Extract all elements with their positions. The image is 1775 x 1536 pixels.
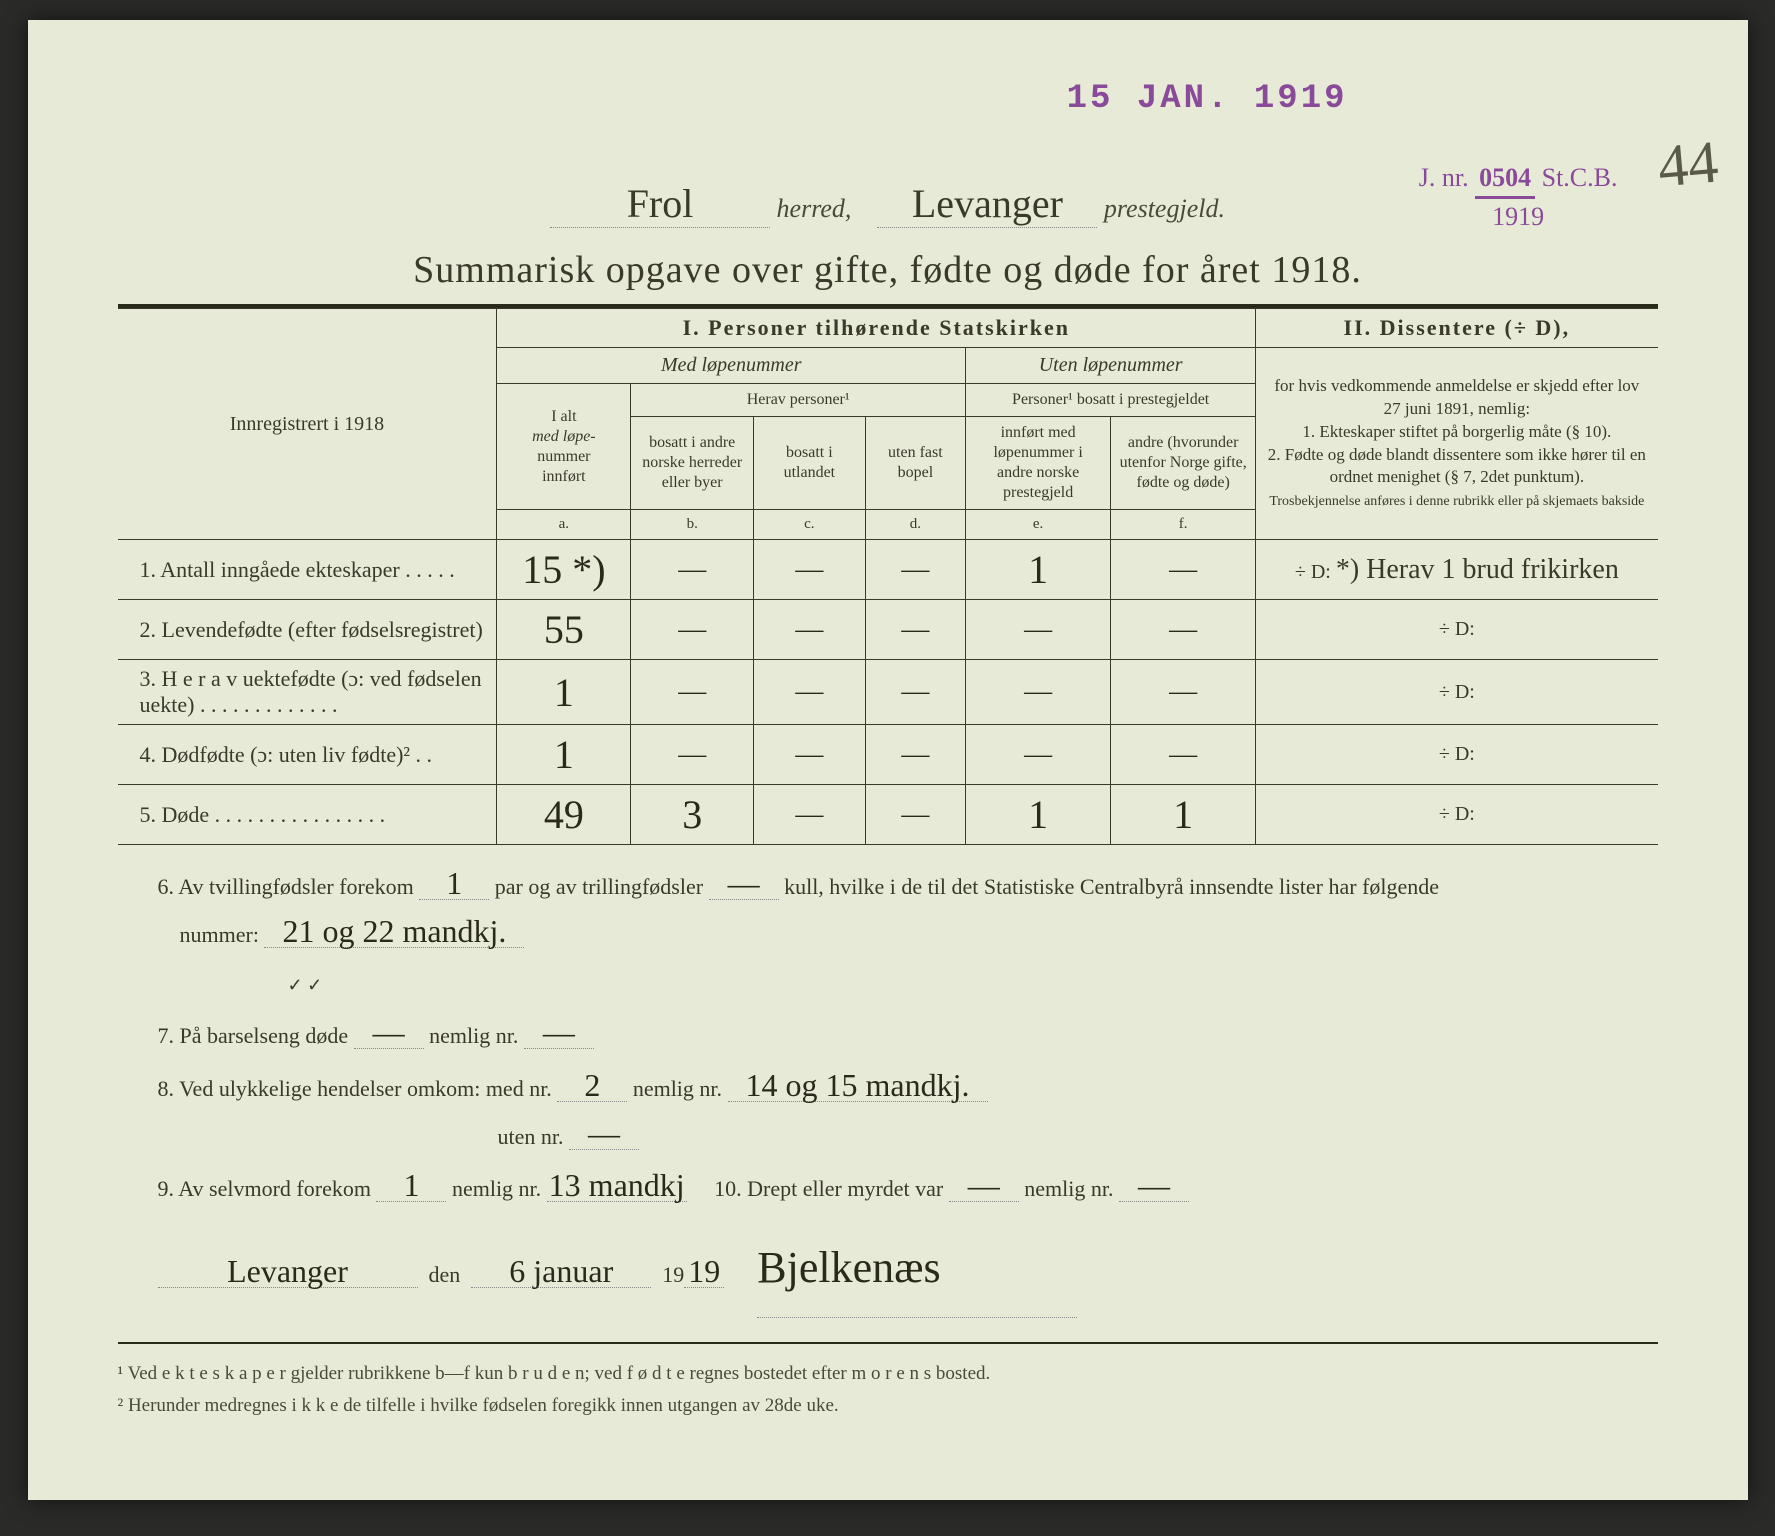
q6-row: 6. Av tvillingfødsler forekom 1 par og a… bbox=[118, 863, 1658, 1008]
q7-row: 7. På barselseng døde — nemlig nr. — bbox=[118, 1012, 1658, 1060]
cell-b: — bbox=[631, 725, 754, 785]
dissenter-cell: ÷ D: bbox=[1256, 600, 1658, 660]
cell-a: 1 bbox=[497, 660, 631, 725]
tick-marks: ✓ ✓ bbox=[158, 975, 323, 995]
cell-c: — bbox=[754, 785, 866, 845]
table-row: 2. Levendefødte (efter fødselsregistret)… bbox=[118, 600, 1658, 660]
cell-e: — bbox=[966, 660, 1111, 725]
jnr-year: 1919 bbox=[1492, 202, 1544, 231]
cell-d: — bbox=[865, 600, 965, 660]
cell-f: — bbox=[1111, 600, 1256, 660]
col-f-header: andre (hvorunder utenfor Norge gifte, fø… bbox=[1111, 417, 1256, 510]
cell-e: 1 bbox=[966, 785, 1111, 845]
dissenter-cell: ÷ D: *) Herav 1 brud frikirken bbox=[1256, 540, 1658, 600]
herred-label: herred, bbox=[777, 194, 852, 223]
lower-questions: 6. Av tvillingfødsler forekom 1 par og a… bbox=[118, 863, 1658, 1318]
table-row: 3. H e r a v uektefødte (ɔ: ved fødselen… bbox=[118, 660, 1658, 725]
cell-f: 1 bbox=[1111, 785, 1256, 845]
row-label: 4. Dødfødte (ɔ: uten liv fødte)² . . bbox=[118, 725, 497, 785]
dissenter-cell: ÷ D: bbox=[1256, 725, 1658, 785]
dissenter-cell: ÷ D: bbox=[1256, 785, 1658, 845]
col-e-header: innført med løpenummer i andre norske pr… bbox=[966, 417, 1111, 510]
signature-line: Levanger den 6 januar 1919 Bjelkenæs bbox=[118, 1220, 1658, 1318]
med-lopenummer-header: Med løpenummer bbox=[497, 348, 966, 384]
cell-a: 49 bbox=[497, 785, 631, 845]
cell-d: — bbox=[865, 660, 965, 725]
row-label: 1. Antall inngåede ekteskaper . . . . . bbox=[118, 540, 497, 600]
herav-header: Herav personer¹ bbox=[631, 384, 966, 417]
section-1-header: I. Personer tilhørende Statskirken bbox=[497, 309, 1256, 348]
table-row: 1. Antall inngåede ekteskaper . . . . .1… bbox=[118, 540, 1658, 600]
date-signed: 6 januar bbox=[471, 1255, 651, 1288]
letter-a: a. bbox=[497, 510, 631, 540]
footnote-1: ¹ Ved e k t e s k a p e r gjelder rubrik… bbox=[118, 1358, 1658, 1390]
col-d-header: uten fast bopel bbox=[865, 417, 965, 510]
summary-table: Innregistrert i 1918 I. Personer tilhøre… bbox=[118, 308, 1658, 845]
cell-f: — bbox=[1111, 660, 1256, 725]
cell-e: 1 bbox=[966, 540, 1111, 600]
cell-a: 1 bbox=[497, 725, 631, 785]
date-stamp: 15 JAN. 1919 bbox=[1067, 80, 1348, 118]
cell-d: — bbox=[865, 785, 965, 845]
row-label: 5. Døde . . . . . . . . . . . . . . . . bbox=[118, 785, 497, 845]
cell-b: 3 bbox=[631, 785, 754, 845]
row-label: 2. Levendefødte (efter fødselsregistret) bbox=[118, 600, 497, 660]
cell-d: — bbox=[865, 540, 965, 600]
cell-a: 55 bbox=[497, 600, 631, 660]
footnote-2: ² Herunder medregnes i k k e de tilfelle… bbox=[118, 1390, 1658, 1422]
herred-value: Frol bbox=[550, 180, 770, 228]
jnr-label: J. nr. bbox=[1419, 163, 1469, 192]
dissenter-cell: ÷ D: bbox=[1256, 660, 1658, 725]
table-row: 5. Døde . . . . . . . . . . . . . . . .4… bbox=[118, 785, 1658, 845]
dissenter-note: *) Herav 1 brud frikirken bbox=[1336, 554, 1619, 585]
q8-row: 8. Ved ulykkelige hendelser omkom: med n… bbox=[118, 1065, 1658, 1162]
section-2-header: II. Dissentere (÷ D), bbox=[1256, 309, 1658, 348]
signature: Bjelkenæs bbox=[757, 1220, 1077, 1318]
letter-d: d. bbox=[865, 510, 965, 540]
cell-b: — bbox=[631, 660, 754, 725]
jnr-number: 0504 bbox=[1475, 160, 1535, 199]
col-b-header: bosatt i andre norske herreder eller bye… bbox=[631, 417, 754, 510]
letter-b: b. bbox=[631, 510, 754, 540]
footnotes: ¹ Ved e k t e s k a p e r gjelder rubrik… bbox=[118, 1342, 1658, 1423]
cell-f: — bbox=[1111, 540, 1256, 600]
jnr-suffix: St.C.B. bbox=[1542, 163, 1618, 192]
table-row: 4. Dødfødte (ɔ: uten liv fødte)² . .1———… bbox=[118, 725, 1658, 785]
q9-q10-row: 9. Av selvmord forekom 1 nemlig nr. 13 m… bbox=[118, 1165, 1658, 1213]
cell-c: — bbox=[754, 540, 866, 600]
cell-e: — bbox=[966, 725, 1111, 785]
document-title: Summarisk opgave over gifte, fødte og dø… bbox=[118, 248, 1658, 292]
cell-c: — bbox=[754, 660, 866, 725]
dissenter-description: for hvis vedkommende anmeldelse er skjed… bbox=[1256, 348, 1658, 540]
cell-b: — bbox=[631, 600, 754, 660]
row-label: 3. H e r a v uektefødte (ɔ: ved fødselen… bbox=[118, 660, 497, 725]
cell-f: — bbox=[1111, 725, 1256, 785]
col-c-header: bosatt i utlandet bbox=[754, 417, 866, 510]
cell-c: — bbox=[754, 600, 866, 660]
page-number-handwritten: 44 bbox=[1655, 128, 1721, 202]
prestegjeld-value: Levanger bbox=[877, 180, 1097, 228]
letter-e: e. bbox=[966, 510, 1111, 540]
letter-f: f. bbox=[1111, 510, 1256, 540]
letter-c: c. bbox=[754, 510, 866, 540]
journal-number-stamp: J. nr. 0504 St.C.B. 1919 bbox=[1419, 160, 1618, 236]
col-a-header: I alt med løpe- nummer innført bbox=[497, 384, 631, 510]
cell-c: — bbox=[754, 725, 866, 785]
document-page: 15 JAN. 1919 J. nr. 0504 St.C.B. 1919 44… bbox=[28, 20, 1748, 1500]
cell-d: — bbox=[865, 725, 965, 785]
place-signed: Levanger bbox=[158, 1255, 418, 1288]
cell-e: — bbox=[966, 600, 1111, 660]
personer-bosatt-header: Personer¹ bosatt i prestegjeldet bbox=[966, 384, 1256, 417]
cell-b: — bbox=[631, 540, 754, 600]
left-header: Innregistrert i 1918 bbox=[118, 309, 497, 540]
uten-lopenummer-header: Uten løpenummer bbox=[966, 348, 1256, 384]
prestegjeld-label: prestegjeld. bbox=[1104, 194, 1225, 223]
cell-a: 15 *) bbox=[497, 540, 631, 600]
